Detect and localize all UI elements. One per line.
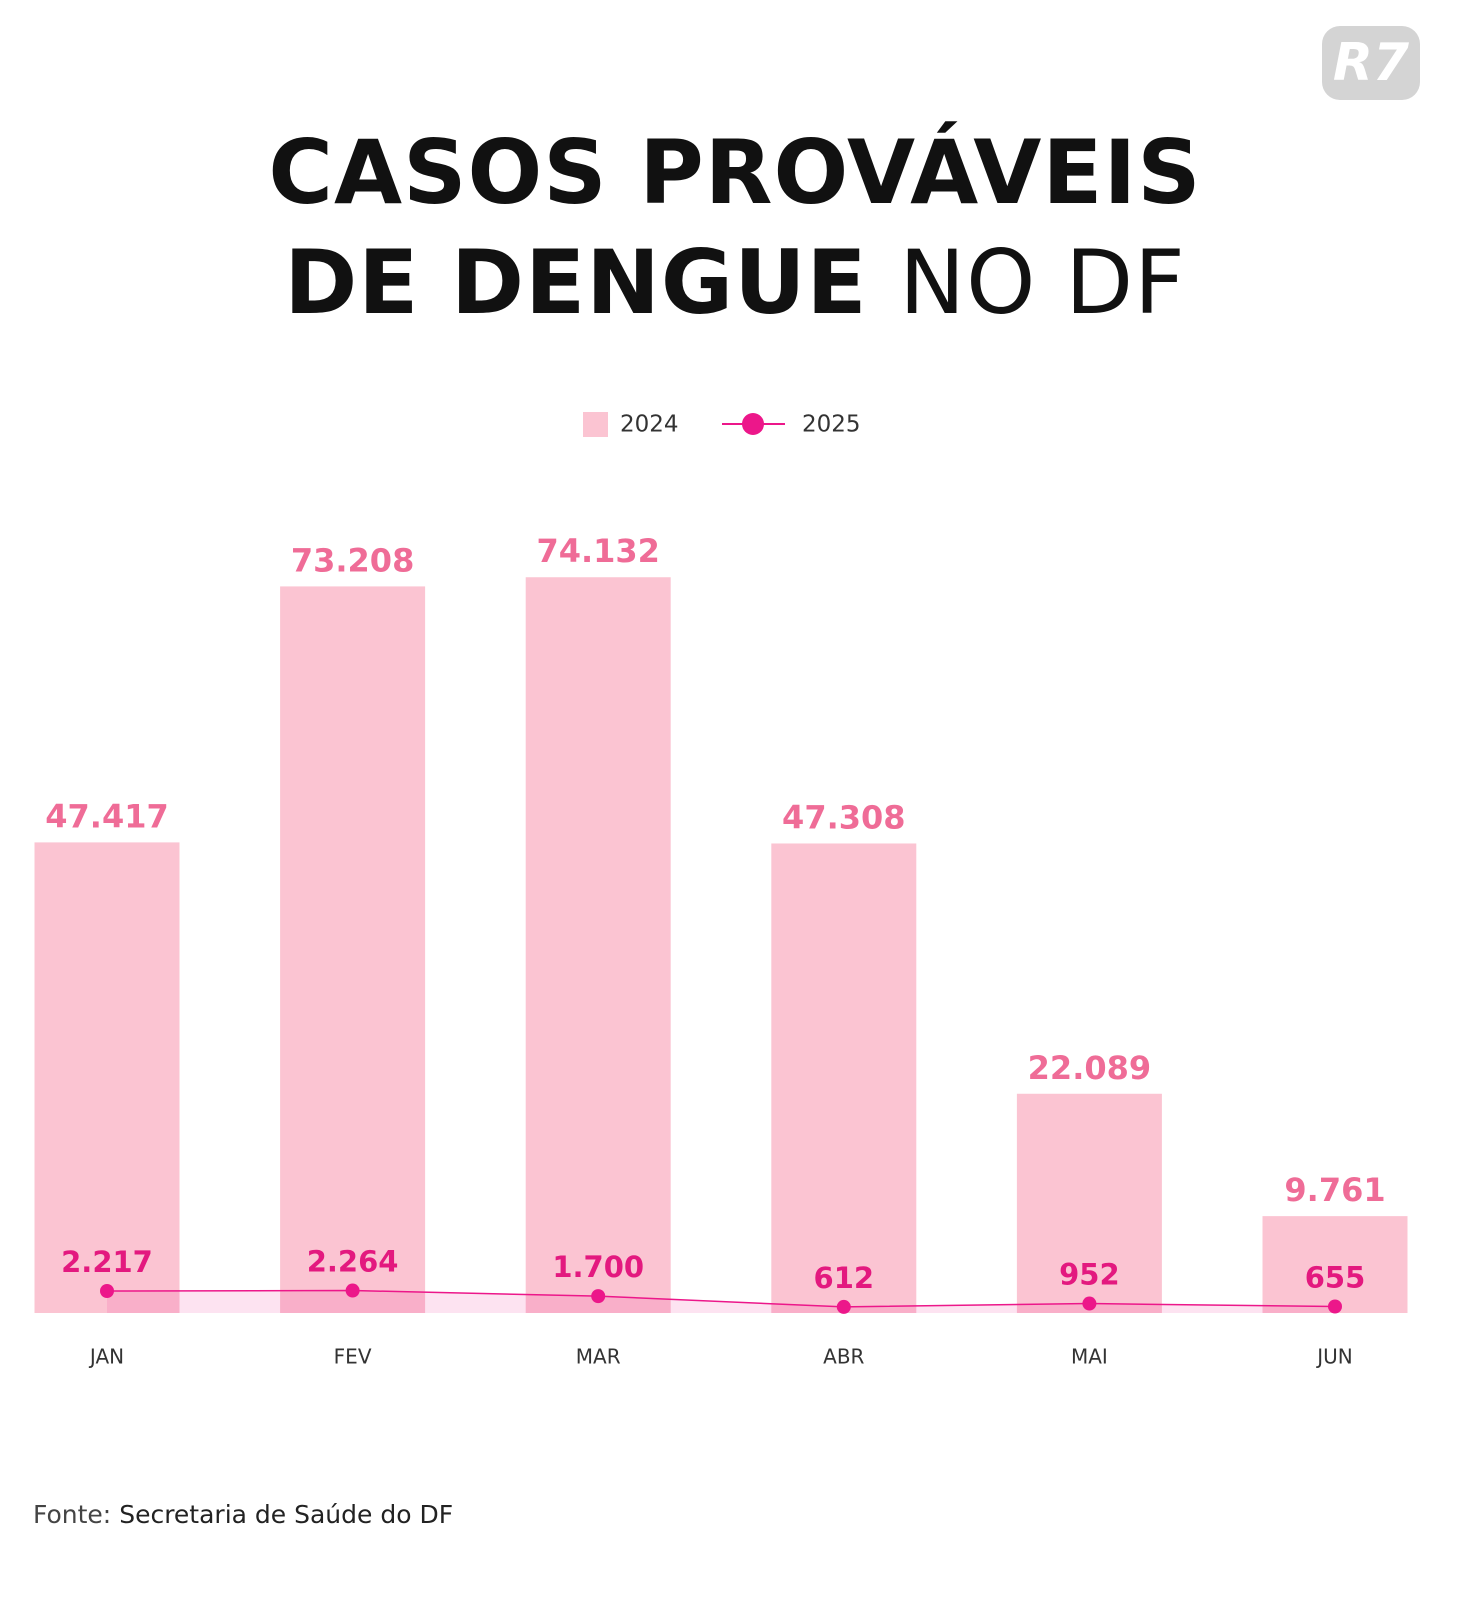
x-tick-label: FEV [334,1345,372,1369]
bar [771,843,917,1313]
bar-value-label: 74.132 [536,532,659,570]
line-marker [591,1289,606,1304]
bar-value-label: 47.308 [782,798,905,836]
x-tick-label: JAN [88,1345,124,1369]
chart-title: CASOS PROVÁVEIS DE DENGUE NO DF [235,118,1235,338]
legend-swatch [583,412,608,437]
line-value-label: 655 [1305,1260,1366,1294]
source-text: Secretaria de Saúde do DF [119,1500,454,1529]
title-regular: NO DF [899,231,1186,334]
x-tick-label: MAI [1071,1345,1108,1369]
bar-value-label: 47.417 [45,797,168,835]
line-value-label: 1.700 [552,1250,644,1284]
x-tick-label: ABR [823,1345,864,1369]
bar [1262,1216,1408,1313]
legend-marker [742,413,764,435]
title-bold: CASOS PROVÁVEIS DE DENGUE [268,121,1202,334]
line [106,1289,1336,1308]
source: Fonte: Secretaria de Saúde do DF [33,1500,453,1529]
bar-value-label: 73.208 [291,541,414,579]
source-label: Fonte: [33,1500,112,1529]
line-marker [1328,1299,1342,1314]
bar [34,842,180,1313]
line-marker [345,1283,360,1298]
bar [280,586,426,1313]
line-value-label: 952 [1059,1258,1120,1292]
bar [1016,1093,1162,1313]
line-value-label: 612 [814,1261,875,1295]
legend-label: 2024 [620,412,679,438]
line-value-label: 2.264 [307,1245,399,1279]
line-marker [1082,1296,1097,1311]
legend-label: 2025 [802,412,861,438]
line-marker [836,1299,851,1314]
bar [525,577,671,1313]
bar-value-label: 22.089 [1028,1049,1151,1087]
chart: 2024 2025 47.417 73.208 74.132 47.308 22.089 9.… [34,412,1408,1369]
x-tick-label: JUN [1315,1345,1353,1369]
bar-value-label: 9.761 [1284,1171,1385,1209]
logo: R7 [1322,26,1420,100]
x-tick-label: MAR [576,1345,621,1369]
line-value-label: 2.217 [61,1245,153,1279]
line-marker [100,1283,114,1298]
